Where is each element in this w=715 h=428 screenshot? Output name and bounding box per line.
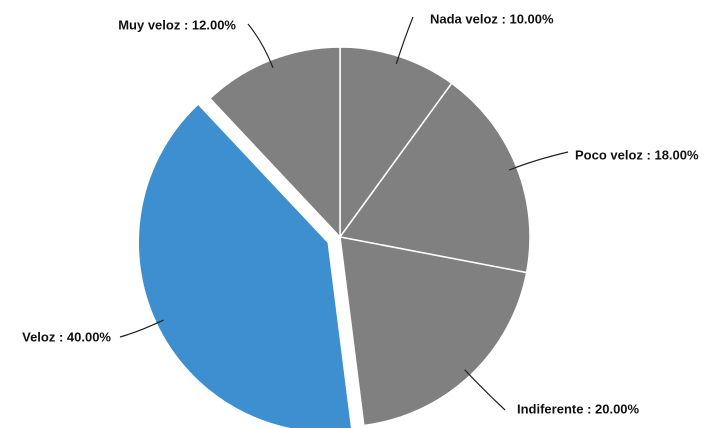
slice-label: Veloz : 40.00% xyxy=(22,329,111,344)
slice-label: Nada veloz : 10.00% xyxy=(430,11,554,26)
slice-label: Indiferente : 20.00% xyxy=(517,401,640,416)
leader-line xyxy=(247,23,274,69)
slice-label: Poco veloz : 18.00% xyxy=(575,147,699,162)
slice-label: Muy veloz : 12.00% xyxy=(118,17,236,32)
leader-line xyxy=(464,369,506,411)
leader-line xyxy=(119,319,164,338)
leader-line xyxy=(508,151,569,171)
leader-line xyxy=(395,16,414,65)
